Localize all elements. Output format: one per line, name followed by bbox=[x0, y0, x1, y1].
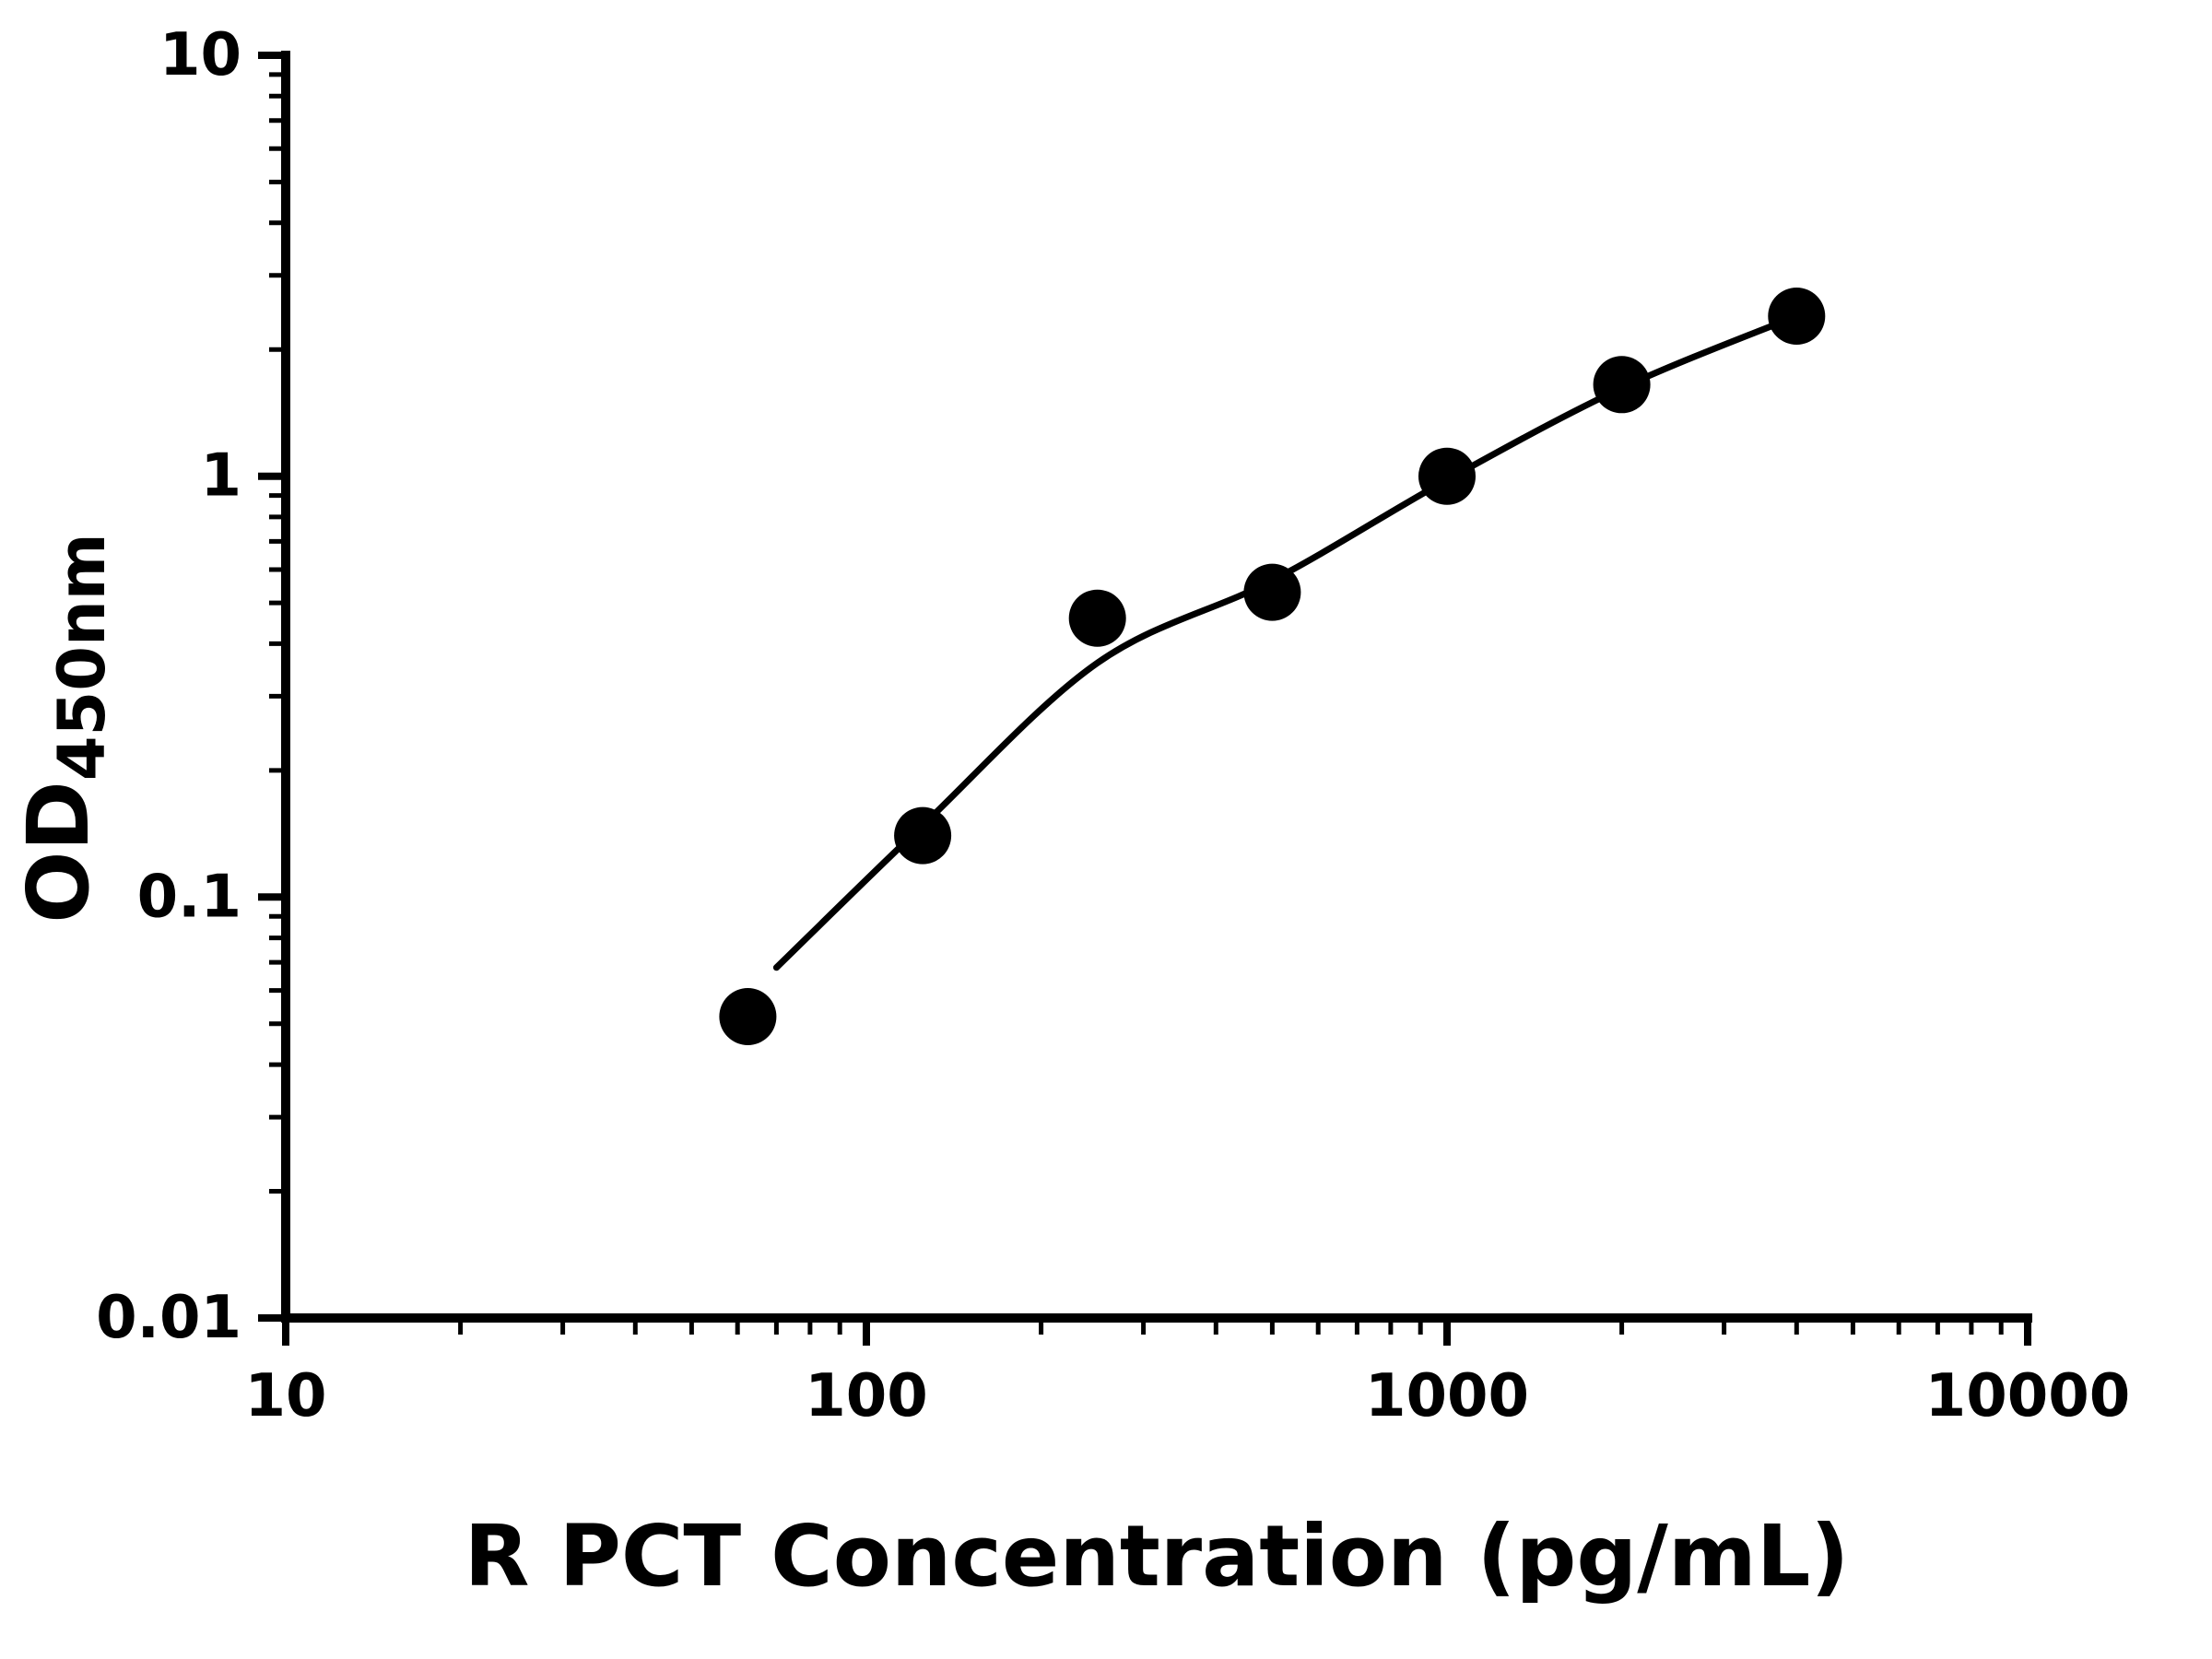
data-point bbox=[1418, 447, 1476, 505]
y-axis-title-subscript: 450nm bbox=[44, 533, 120, 781]
data-point bbox=[1593, 356, 1651, 414]
x-tick-label: 10 bbox=[244, 1362, 326, 1430]
x-tick-label: 100 bbox=[805, 1362, 928, 1430]
y-tick-label: 0.1 bbox=[137, 863, 241, 931]
x-axis: 10 100 1000 10000 bbox=[244, 1313, 2131, 1430]
x-tick-label: 1000 bbox=[1365, 1362, 1529, 1430]
y-tick-label: 0.01 bbox=[96, 1284, 241, 1352]
x-tick-label: 10000 bbox=[1925, 1362, 2131, 1430]
y-axis: 0.01 0.1 1 10 bbox=[96, 21, 290, 1352]
data-point bbox=[1768, 288, 1826, 345]
y-tick-label: 10 bbox=[159, 21, 241, 89]
data-point bbox=[719, 988, 777, 1045]
data-point bbox=[1068, 589, 1126, 647]
data-point bbox=[1243, 563, 1301, 621]
y-axis-title: OD450nm bbox=[9, 533, 120, 923]
y-tick-label: 1 bbox=[200, 442, 241, 511]
data-series bbox=[719, 288, 1826, 1045]
x-axis-title: R PCT Concentration (pg/mL) bbox=[465, 1507, 1850, 1606]
data-point bbox=[894, 806, 952, 865]
fit-curve bbox=[772, 312, 1800, 971]
